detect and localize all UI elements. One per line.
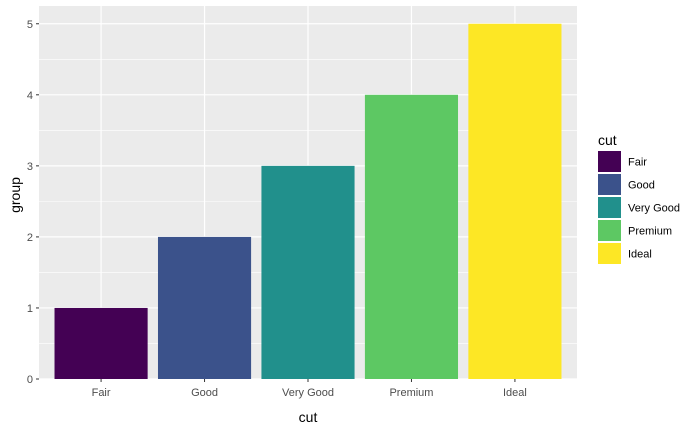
y-tick-label: 3 [27, 161, 33, 173]
legend-label: Very Good [628, 203, 680, 215]
x-axis: Fair Good Very Good Premium Ideal [92, 379, 527, 399]
legend-key-good [598, 174, 621, 195]
legend-label: Premium [628, 226, 672, 238]
legend-label: Ideal [628, 249, 652, 261]
x-tick-label: Very Good [282, 387, 334, 399]
bar-good [157, 236, 252, 379]
legend-label: Fair [628, 157, 647, 169]
x-axis-title: cut [299, 409, 318, 425]
legend-key-very-good [598, 197, 621, 218]
legend-items: Fair Good Very Good Premium Ideal [598, 151, 680, 264]
legend-label: Good [628, 180, 655, 192]
legend-key-ideal [598, 243, 621, 264]
x-tick-label: Premium [389, 387, 433, 399]
bar-very-good [261, 165, 355, 379]
x-tick-label: Fair [92, 387, 111, 399]
y-tick-label: 5 [27, 19, 33, 31]
y-tick-label: 2 [27, 232, 33, 244]
y-axis-title: group [7, 177, 23, 213]
legend-title: cut [598, 132, 617, 148]
legend-key-fair [598, 151, 621, 172]
y-tick-label: 0 [27, 374, 33, 386]
legend: cut Fair Good Very Good Premium Ideal [598, 132, 680, 264]
bar-fair [54, 307, 148, 379]
bars-group [54, 23, 562, 380]
x-tick-label: Ideal [503, 387, 527, 399]
x-tick-label: Good [191, 387, 218, 399]
bar-ideal [468, 23, 562, 380]
y-tick-label: 4 [27, 90, 33, 102]
legend-key-premium [598, 220, 621, 241]
bar-premium [364, 94, 459, 380]
y-axis: 0 1 2 3 4 5 [27, 19, 39, 386]
y-tick-label: 1 [27, 303, 33, 315]
